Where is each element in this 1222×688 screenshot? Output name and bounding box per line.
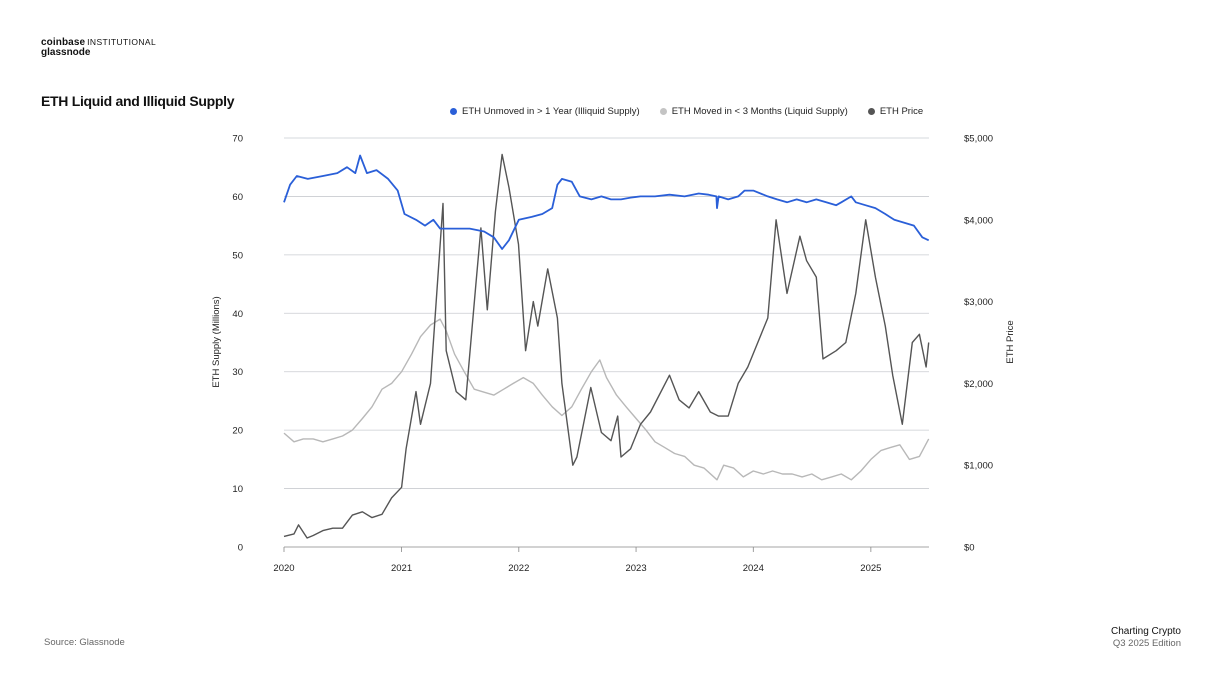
- series-line-0: [283, 154, 930, 250]
- x-tick-label: 2021: [391, 563, 412, 574]
- y2-tick-label: $4,000: [964, 215, 993, 226]
- edition-block: Charting Crypto Q3 2025 Edition: [1111, 626, 1181, 650]
- x-tick-label: 2025: [860, 563, 881, 574]
- edition-subtitle: Q3 2025 Edition: [1112, 638, 1181, 649]
- legend-item-price: ETH Price: [867, 106, 924, 117]
- y-tick-label: 40: [232, 309, 243, 320]
- y-tick-label: 70: [232, 134, 243, 145]
- series-line-2: [283, 153, 930, 539]
- legend-swatch-liquid: [659, 108, 667, 115]
- y-tick-label: 30: [232, 367, 243, 378]
- y-axis-title: ETH Supply (Millions): [211, 296, 222, 387]
- coinbase-institutional-logo: coinbase INSTITUTIONAL: [41, 37, 156, 48]
- y2-tick-label: $5,000: [964, 134, 993, 145]
- legend-label-price: ETH Price: [879, 106, 924, 117]
- chart-legend: ETH Unmoved in > 1 Year (Illiquid Supply…: [450, 106, 923, 117]
- y-tick-label: 10: [232, 484, 243, 495]
- y2-tick-label: $3,000: [964, 297, 993, 308]
- y2-axis-title: ETH Price: [1005, 320, 1016, 363]
- source-note: Source: Glassnode: [44, 637, 125, 648]
- legend-label-liquid: ETH Moved in < 3 Months (Liquid Supply): [671, 106, 848, 117]
- glassnode-wordmark: glassnode: [41, 47, 91, 58]
- legend-item-illiquid: ETH Unmoved in > 1 Year (Illiquid Supply…: [450, 106, 640, 117]
- y-tick-label: 20: [232, 426, 243, 437]
- y-tick-label: 50: [232, 250, 243, 261]
- coinbase-wordmark: coinbase: [41, 37, 86, 48]
- institutional-wordmark: INSTITUTIONAL: [87, 37, 157, 47]
- x-tick-label: 2023: [625, 563, 646, 574]
- legend-swatch-price: [867, 108, 875, 115]
- y-tick-label: 0: [238, 543, 243, 554]
- x-tick-label: 2020: [273, 563, 294, 574]
- legend-label-illiquid: ETH Unmoved in > 1 Year (Illiquid Supply…: [462, 106, 640, 117]
- brand-logo: coinbase INSTITUTIONAL glassnode: [41, 37, 156, 58]
- legend-swatch-illiquid: [450, 108, 457, 115]
- y2-tick-label: $0: [964, 543, 975, 554]
- y2-tick-label: $1,000: [964, 461, 993, 472]
- legend-item-liquid: ETH Moved in < 3 Months (Liquid Supply): [659, 106, 848, 117]
- y-tick-label: 60: [232, 192, 243, 203]
- series-line-1: [283, 318, 930, 481]
- y2-tick-label: $2,000: [964, 379, 993, 390]
- chart-title: ETH Liquid and Illiquid Supply: [41, 93, 235, 109]
- x-tick-label: 2024: [743, 563, 764, 574]
- x-tick-label: 2022: [508, 563, 529, 574]
- edition-title: Charting Crypto: [1110, 626, 1181, 637]
